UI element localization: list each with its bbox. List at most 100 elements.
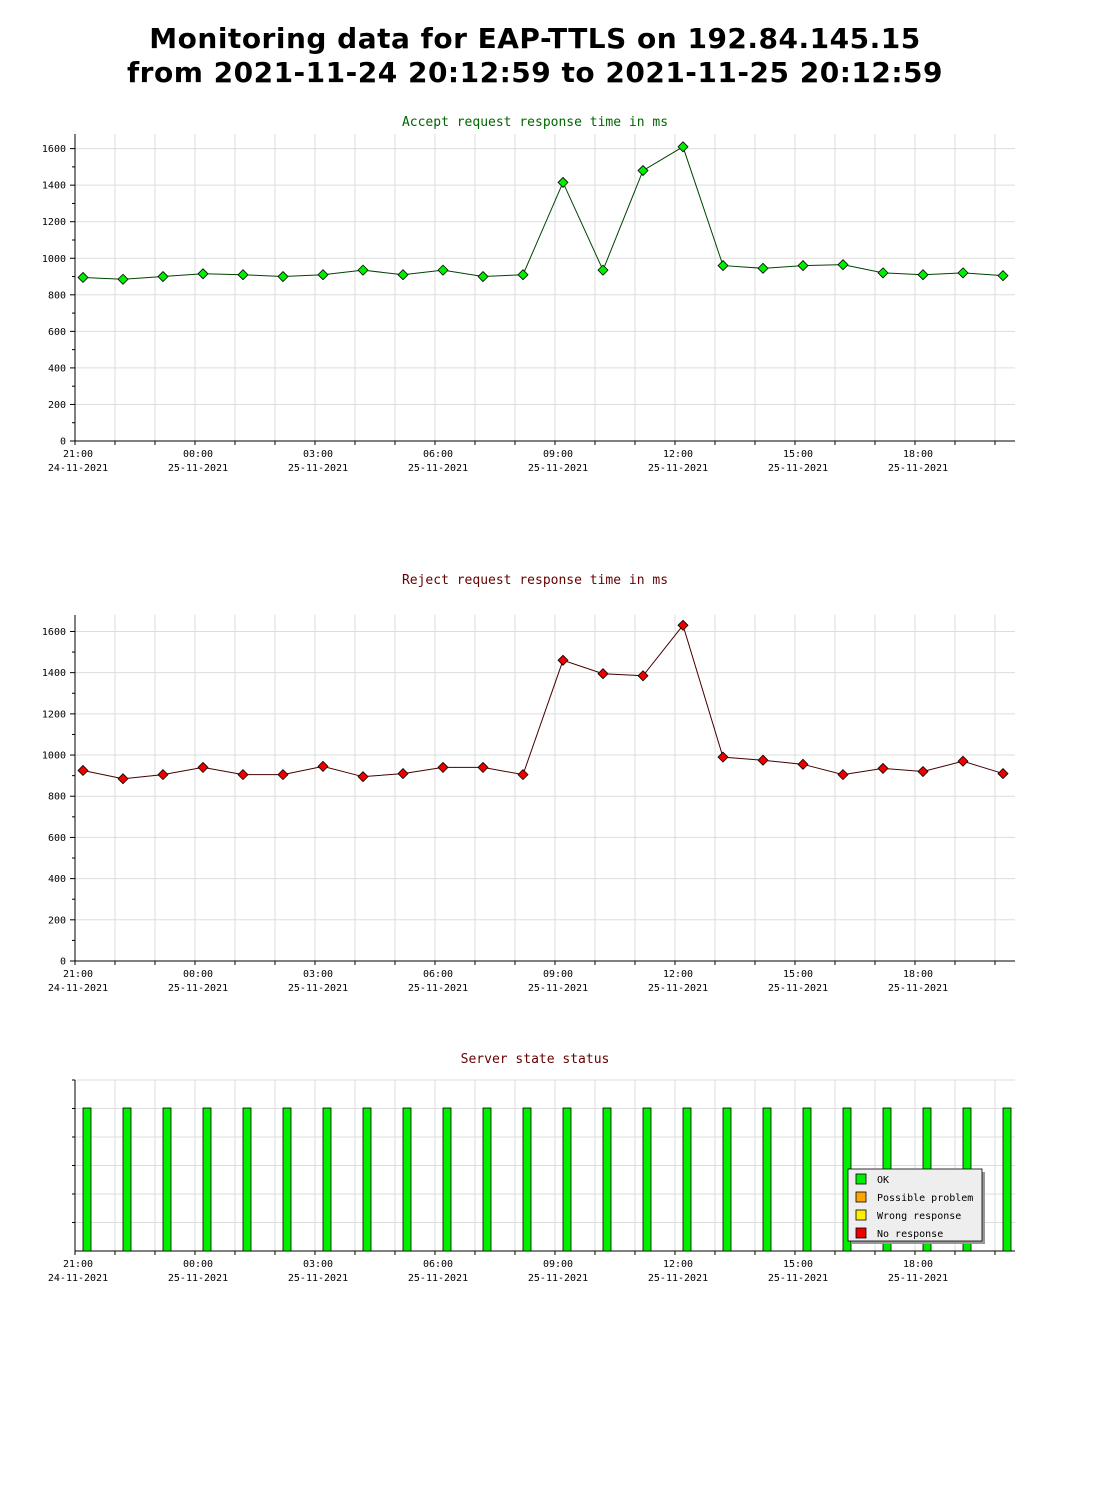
x-tick-label-date: 25-11-2021	[288, 1273, 348, 1284]
data-point	[117, 773, 129, 785]
x-tick-label-date: 25-11-2021	[648, 463, 708, 474]
x-tick-label-date: 25-11-2021	[168, 983, 228, 994]
status-bar	[322, 1107, 332, 1252]
data-point	[717, 260, 729, 272]
data-point	[557, 654, 569, 666]
x-tick-label-time: 21:00	[63, 1259, 93, 1270]
status-bar	[802, 1107, 812, 1252]
status-bar	[362, 1107, 372, 1252]
y-tick-label: 0	[60, 437, 66, 448]
x-tick-label-date: 25-11-2021	[768, 983, 828, 994]
x-tick-label-date: 24-11-2021	[48, 1273, 108, 1284]
data-point	[397, 768, 409, 780]
data-point	[157, 270, 169, 283]
page-title: Monitoring data for EAP-TTLS on 192.84.1…	[0, 22, 1070, 90]
data-point	[917, 765, 929, 778]
y-tick-label: 400	[48, 363, 66, 374]
legend-label: Wrong response	[877, 1211, 961, 1222]
status-bar	[402, 1107, 412, 1252]
data-point	[997, 270, 1009, 282]
x-tick-label-date: 25-11-2021	[168, 1273, 228, 1284]
data-point	[677, 141, 689, 153]
data-point	[397, 269, 409, 281]
y-tick-label: 800	[48, 792, 66, 803]
x-tick-label-time: 09:00	[543, 449, 573, 460]
status-bar	[242, 1107, 252, 1252]
data-point	[957, 755, 969, 767]
status-bar	[202, 1107, 212, 1252]
status-bar	[442, 1107, 452, 1252]
y-tick-label: 1600	[42, 144, 66, 155]
x-tick-label-time: 21:00	[63, 449, 93, 460]
y-tick-label: 600	[48, 833, 66, 844]
x-tick-label-time: 06:00	[423, 449, 453, 460]
legend-label: No response	[877, 1229, 943, 1240]
accept-response-chart: Accept request response time in ms 0 200 40…	[42, 115, 1015, 474]
x-tick-label-time: 00:00	[183, 1259, 213, 1270]
x-tick-label-date: 25-11-2021	[768, 463, 828, 474]
x-tick-label-date: 25-11-2021	[528, 983, 588, 994]
data-point	[877, 762, 889, 775]
legend-label: OK	[877, 1175, 889, 1186]
data-point	[357, 771, 369, 783]
data-point	[597, 264, 609, 276]
status-bar	[682, 1107, 692, 1252]
data-point	[877, 267, 889, 279]
x-tick-label-date: 25-11-2021	[888, 463, 948, 474]
x-tick-label-time: 15:00	[783, 1259, 813, 1270]
y-tick-label: 1200	[42, 217, 66, 228]
status-bar	[1002, 1107, 1012, 1252]
series-line	[82, 624, 1004, 780]
data-point	[957, 267, 969, 279]
status-bar	[602, 1107, 612, 1252]
page-title-line1: Monitoring data for EAP-TTLS on 192.84.1…	[149, 22, 921, 55]
status-bar	[722, 1107, 732, 1252]
y-tick-label: 1000	[42, 751, 66, 762]
data-point	[837, 259, 849, 271]
x-tick-label-date: 25-11-2021	[528, 463, 588, 474]
data-point	[237, 269, 249, 281]
x-tick-label-date: 24-11-2021	[48, 983, 108, 994]
status-bar	[562, 1107, 572, 1252]
data-point	[677, 619, 689, 631]
data-point	[277, 769, 289, 781]
y-tick-label: 1400	[42, 668, 66, 679]
y-tick-label: 1400	[42, 181, 66, 192]
y-tick-label: 1200	[42, 709, 66, 720]
x-tick-label-date: 25-11-2021	[168, 463, 228, 474]
server-status-chart: Server state status 21:00 24-11-2021 00:00 2…	[48, 1052, 1015, 1284]
x-tick-label-date: 25-11-2021	[408, 1273, 468, 1284]
data-point	[117, 273, 129, 285]
data-point	[757, 262, 769, 274]
status-bar	[122, 1107, 132, 1252]
data-point	[157, 769, 169, 781]
data-point	[757, 754, 769, 766]
data-point	[357, 264, 369, 276]
data-point	[437, 761, 449, 773]
x-tick-label-date: 25-11-2021	[648, 983, 708, 994]
y-tick-label: 1000	[42, 254, 66, 265]
data-point	[997, 768, 1009, 780]
legend-swatch	[855, 1227, 867, 1239]
x-tick-label-time: 18:00	[903, 449, 933, 460]
legend-swatch	[855, 1191, 867, 1203]
chart-title: Server state status	[461, 1052, 610, 1067]
x-tick-label-time: 09:00	[543, 1259, 573, 1270]
data-point	[317, 269, 329, 281]
x-tick-label-time: 15:00	[783, 449, 813, 460]
chart-title: Accept request response time in ms	[402, 115, 668, 130]
data-point	[477, 270, 489, 283]
y-tick-label: 600	[48, 327, 66, 338]
y-tick-label: 400	[48, 874, 66, 885]
data-point	[437, 264, 449, 276]
y-tick-label: 200	[48, 400, 66, 411]
series-line	[82, 146, 1004, 280]
data-point	[237, 769, 249, 781]
chart-title: Reject request response time in ms	[402, 573, 668, 588]
data-point	[917, 269, 929, 281]
legend-label: Possible problem	[877, 1193, 973, 1204]
legend-swatch	[855, 1209, 867, 1221]
data-point	[197, 761, 209, 773]
data-point	[77, 271, 89, 284]
x-tick-label-time: 00:00	[183, 449, 213, 460]
